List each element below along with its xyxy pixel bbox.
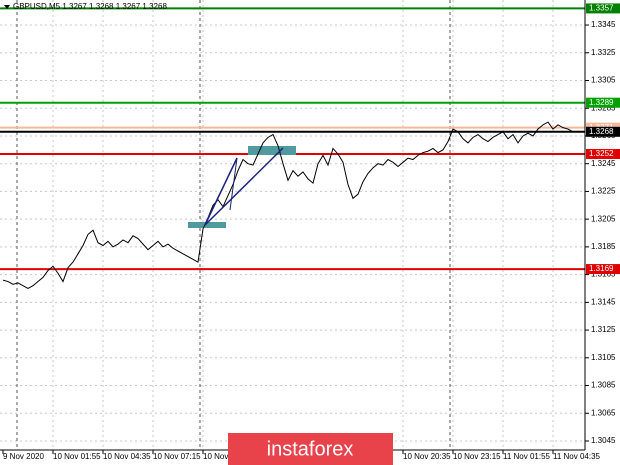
zone-box — [188, 222, 226, 228]
level-label: 1.3357 — [589, 4, 614, 13]
x-tick-label: 10 Nov 20:35 — [403, 452, 451, 461]
trend-line — [204, 157, 238, 226]
x-tick-label: 10 Nov 01:55 — [53, 452, 101, 461]
level-label: 1.3252 — [589, 149, 614, 158]
y-tick-label: 1.3245 — [591, 159, 616, 168]
watermark-box — [228, 433, 393, 465]
y-tick-label: 1.3125 — [591, 325, 616, 334]
y-tick-label: 1.3225 — [591, 187, 616, 196]
level-label: 1.3289 — [589, 98, 614, 107]
trend-line — [229, 157, 238, 211]
price-line — [2, 121, 578, 290]
y-tick-label: 1.3205 — [591, 214, 616, 223]
level-label: 1.3169 — [589, 264, 614, 273]
watermark: instaforex — [267, 438, 354, 460]
y-tick-label: 1.3165 — [591, 270, 616, 279]
zone-box — [248, 146, 296, 155]
y-tick-label: 1.3345 — [591, 20, 616, 29]
axis: 1.3045 1.3065 1.3085 1.3105 1.3125 1.3145 1.31… — [2, 3, 620, 461]
level-label: 1.3268 — [589, 127, 614, 136]
x-tick-label: 11 Nov 04:35 — [553, 452, 601, 461]
x-tick-label: 10 Nov 23:15 — [453, 452, 501, 461]
x-tick-label: 10 Nov 04:35 — [103, 452, 151, 461]
plot — [2, 121, 578, 290]
y-tick-label: 1.3305 — [591, 76, 616, 85]
y-tick-label: 1.3325 — [591, 48, 616, 57]
level-label-box — [586, 3, 620, 14]
y-tick-label: 1.3105 — [591, 353, 616, 362]
y-tick-label: 1.3085 — [591, 381, 616, 390]
y-tick-label: 1.3185 — [591, 242, 616, 251]
level-label-box — [586, 264, 620, 275]
trend-line — [204, 147, 284, 226]
grid — [0, 0, 585, 450]
y-tick-label: 1.3285 — [591, 103, 616, 112]
x-tick-label: 11 Nov 01:55 — [503, 452, 551, 461]
y-tick-label: 1.3045 — [591, 436, 616, 445]
level-label-box — [586, 97, 620, 108]
x-tick-label: 10 Nov — [203, 452, 228, 461]
level-label-box — [586, 126, 620, 137]
y-tick-label: 1.3145 — [591, 297, 616, 306]
x-tick-label: 9 Nov 2020 — [3, 452, 44, 461]
title-icon — [4, 5, 10, 9]
levels — [0, 7, 585, 271]
chart-title: GBPUSD,M5 1.3267 1.3268 1.3267 1.3268 — [13, 2, 167, 11]
y-tick-label: 1.3065 — [591, 408, 616, 417]
level-label-box — [586, 148, 620, 159]
x-tick-label: 10 Nov 07:15 — [153, 452, 201, 461]
